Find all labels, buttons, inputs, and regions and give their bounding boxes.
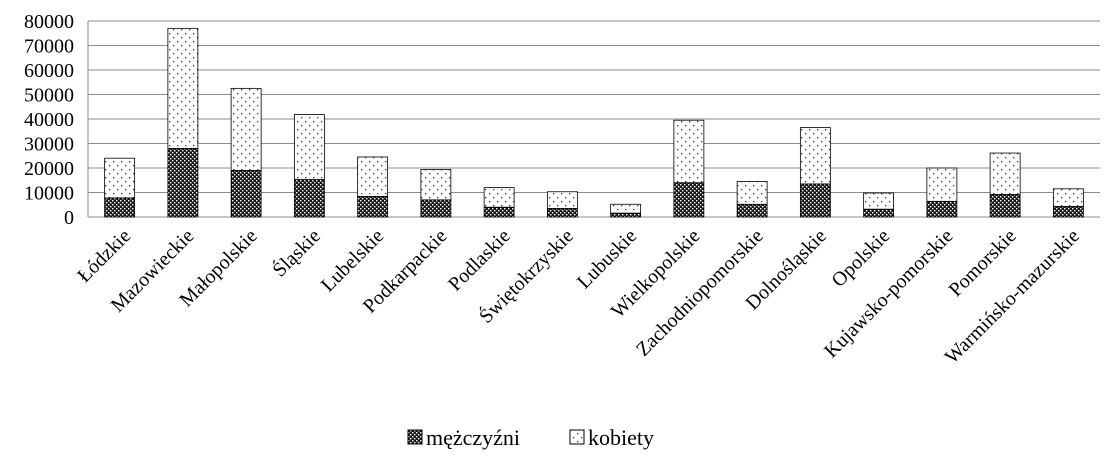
bar-segment-kobiety — [799, 127, 831, 185]
y-tick-label: 60000 — [24, 60, 74, 82]
bar-segment-mezczyzni — [1052, 206, 1084, 218]
bar-segment-mezczyzni — [167, 147, 199, 218]
y-tick-label: 70000 — [24, 36, 74, 58]
bar-segment-kobiety — [1052, 188, 1084, 207]
y-tick-label: 30000 — [24, 134, 74, 156]
bar-segment-mezczyzni — [420, 199, 452, 218]
bar-segment-kobiety — [736, 181, 768, 205]
category-label: Śląskie — [267, 223, 325, 281]
bar-segment-mezczyzni — [610, 212, 642, 218]
y-tick-label: 0 — [64, 207, 74, 229]
legend-item-mezczyzni-swatch — [407, 429, 423, 445]
bar-segment-kobiety — [104, 157, 136, 199]
y-tick-label: 10000 — [24, 183, 74, 205]
bar-segment-mezczyzni — [546, 208, 578, 218]
bar-segment-kobiety — [989, 152, 1021, 195]
bar-segment-mezczyzni — [799, 183, 831, 218]
bar-segment-kobiety — [420, 169, 452, 201]
bar-segment-mezczyzni — [863, 208, 895, 218]
bar-segment-kobiety — [546, 191, 578, 209]
bar-segment-kobiety — [610, 203, 642, 214]
bar-segment-mezczyzni — [293, 179, 325, 218]
bar-segment-mezczyzni — [483, 206, 515, 218]
bar-segment-kobiety — [230, 87, 262, 171]
legend-item-mezczyzni-label: mężczyźni — [426, 425, 520, 450]
bar-segment-kobiety — [357, 156, 389, 197]
bar-segment-mezczyzni — [989, 194, 1021, 218]
legend-item-kobiety-label: kobiety — [588, 425, 654, 450]
bar-segment-kobiety — [167, 27, 199, 149]
y-tick-label: 50000 — [24, 85, 74, 107]
bar-segment-kobiety — [483, 187, 515, 208]
legend-item-kobiety-swatch — [569, 429, 585, 445]
bar-segment-mezczyzni — [230, 170, 262, 218]
bars — [104, 27, 1084, 218]
bar-segment-mezczyzni — [736, 203, 768, 218]
y-tick-label: 20000 — [24, 158, 74, 180]
bar-segment-kobiety — [673, 119, 705, 184]
bar-segment-mezczyzni — [104, 197, 136, 218]
category-label: Łódzkie — [73, 225, 135, 287]
y-tick-label: 40000 — [24, 109, 74, 131]
bar-segment-mezczyzni — [926, 200, 958, 218]
bar-segment-mezczyzni — [673, 182, 705, 218]
bar-segment-kobiety — [926, 167, 958, 202]
bar-segment-mezczyzni — [357, 196, 389, 218]
y-tick-label: 80000 — [24, 11, 74, 33]
legend: mężczyźni kobiety — [407, 425, 654, 450]
bar-segment-kobiety — [863, 192, 895, 210]
bar-segment-kobiety — [293, 114, 325, 180]
